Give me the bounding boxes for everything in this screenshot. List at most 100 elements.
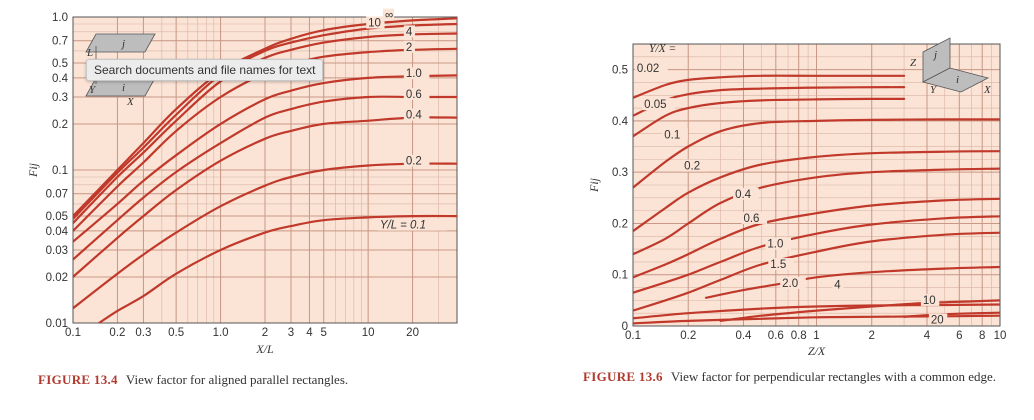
series-label-0.05: 0.05 (644, 99, 666, 111)
figure-13-6-caption-text: View factor for perpendicular rectangles… (670, 369, 997, 384)
series-line-0.2 (633, 118, 1000, 189)
series-label-1.0: 1.0 (767, 239, 783, 251)
x-tick-label: 4 (924, 330, 931, 342)
x-tick-label: 6 (956, 330, 962, 342)
inset-label-L: L (86, 47, 93, 59)
x-tick-label: 1 (813, 330, 819, 342)
perpendicular-rectangles-inset: Zj i Y X (910, 37, 992, 96)
series-label-2: 2 (406, 42, 412, 54)
series-label-bg-0.6 (403, 88, 430, 101)
x-tick-label: 10 (994, 330, 1007, 342)
x-tick-label: 1.0 (213, 327, 229, 339)
x-tick-label: 0.8 (791, 330, 807, 342)
series-label-bg-2 (403, 40, 416, 53)
y-tick-label: 0.07 (46, 189, 68, 201)
y-tick-label: 0.7 (52, 36, 68, 48)
series-line-4 (73, 32, 457, 225)
chart-1-frame (632, 43, 1001, 327)
series-label-bg-0.4 (403, 108, 430, 121)
series-line-0.02 (633, 74, 906, 99)
series-label-bg-0.2 (403, 154, 430, 167)
y-tick-label: 0.2 (612, 218, 628, 230)
inset-label-Z: Z (910, 57, 917, 69)
x-axis-label: Z/X (808, 344, 826, 358)
series-label-4: 4 (406, 26, 413, 38)
rectangle-j-shape (85, 33, 156, 53)
y-tick-label: 0.03 (46, 245, 68, 257)
series-label-bg-0.4 (733, 187, 759, 200)
y-tick-label: 0.4 (52, 73, 69, 85)
inset-label-j: j (932, 49, 937, 61)
series-label-bg-∞ (382, 8, 395, 21)
series-label-bg-0.2 (682, 159, 708, 172)
y-axis-label: Fij (587, 177, 601, 193)
series-label-0.2: 0.2 (406, 156, 422, 168)
search-tooltip: Search documents and file names for text (86, 59, 324, 81)
x-tick-label: 0.1 (625, 330, 641, 342)
y-tick-label: 0.2 (52, 119, 68, 131)
series-line-0.6 (73, 95, 457, 261)
inset-label-X: X (983, 84, 992, 96)
y-tick-label: 0.5 (612, 65, 628, 77)
x-tick-label: 2 (869, 330, 875, 342)
series-line-1.5 (633, 215, 1000, 294)
series-line-0.4 (633, 150, 1000, 233)
y-tick-label: 0.3 (612, 167, 628, 179)
inset-label-i: i (122, 82, 125, 94)
parallel-rectangles-inset: j Li Y X (85, 33, 156, 108)
series-label-20: 20 (931, 314, 944, 326)
series-label-bg-10 (920, 293, 940, 306)
y-tick-label: 0.3 (52, 92, 68, 104)
y-axis-label: Fij (26, 162, 40, 178)
series-label-0.6: 0.6 (406, 89, 422, 101)
y-tick-label: 0.01 (46, 318, 68, 330)
series-label-1.0: 1.0 (406, 68, 422, 80)
x-tick-label: 5 (321, 327, 327, 339)
x-tick-label: 0.1 (65, 327, 81, 339)
chart-0-frame (72, 16, 458, 324)
series-line-0.1 (97, 214, 457, 323)
series-line-0.6 (633, 167, 1000, 256)
series-line-0.1 (633, 97, 906, 138)
figure-13-6-caption: FIGURE 13.6 View factor for perpendicular… (583, 369, 996, 385)
series-label-∞: ∞ (385, 10, 393, 22)
figure-13-4-caption: FIGURE 13.4 View factor for aligned paral… (38, 372, 348, 388)
x-tick-label: 0.2 (109, 327, 125, 339)
inset-label-j: j (120, 38, 125, 50)
y-tick-label: 0.1 (612, 270, 628, 282)
series-label-2.0: 2.0 (782, 278, 798, 290)
series-label-bg-0.6 (741, 211, 768, 224)
x-tick-label: 0.4 (735, 330, 752, 342)
figure-13-4-caption-text: View factor for aligned parallel rectang… (125, 372, 349, 387)
x-tick-label: 0.5 (168, 327, 184, 339)
y-tick-label: 0 (622, 321, 628, 333)
series-line-base2 (633, 303, 1000, 320)
x-tick-label: 3 (288, 327, 294, 339)
y-tick-label: 1.0 (52, 12, 68, 24)
x-tick-label: 20 (406, 327, 419, 339)
series-label-4: 4 (834, 280, 841, 292)
series-line-1.0 (73, 74, 457, 243)
series-label-bg-20 (928, 313, 948, 326)
inset-label-i: i (956, 74, 959, 86)
inset-label-Y: Y (930, 84, 938, 96)
series-label-10: 10 (368, 17, 381, 29)
y-tick-label: 0.1 (52, 165, 68, 177)
series-label-bg-0.05 (642, 98, 675, 111)
series-label-bg-0.1 (662, 128, 688, 141)
series-label-bg-4 (832, 278, 844, 291)
series-label-bg-0.02 (634, 62, 668, 75)
y-tick-label: 0.02 (46, 272, 68, 284)
x-axis-label: X/L (255, 342, 274, 356)
figure-13-6-label: FIGURE 13.6 (583, 369, 663, 384)
y-tick-label: 0.5 (52, 58, 68, 70)
series-label-bg-4 (403, 25, 416, 38)
x-tick-label: 8 (979, 330, 985, 342)
y-tick-label: 0.05 (46, 211, 68, 223)
series-label-0.2: 0.2 (684, 161, 700, 173)
x-tick-label: 0.2 (680, 330, 696, 342)
series-label-bg-1.5 (768, 258, 794, 271)
series-line-2.0 (633, 231, 1000, 312)
series-line-4 (704, 265, 1000, 299)
